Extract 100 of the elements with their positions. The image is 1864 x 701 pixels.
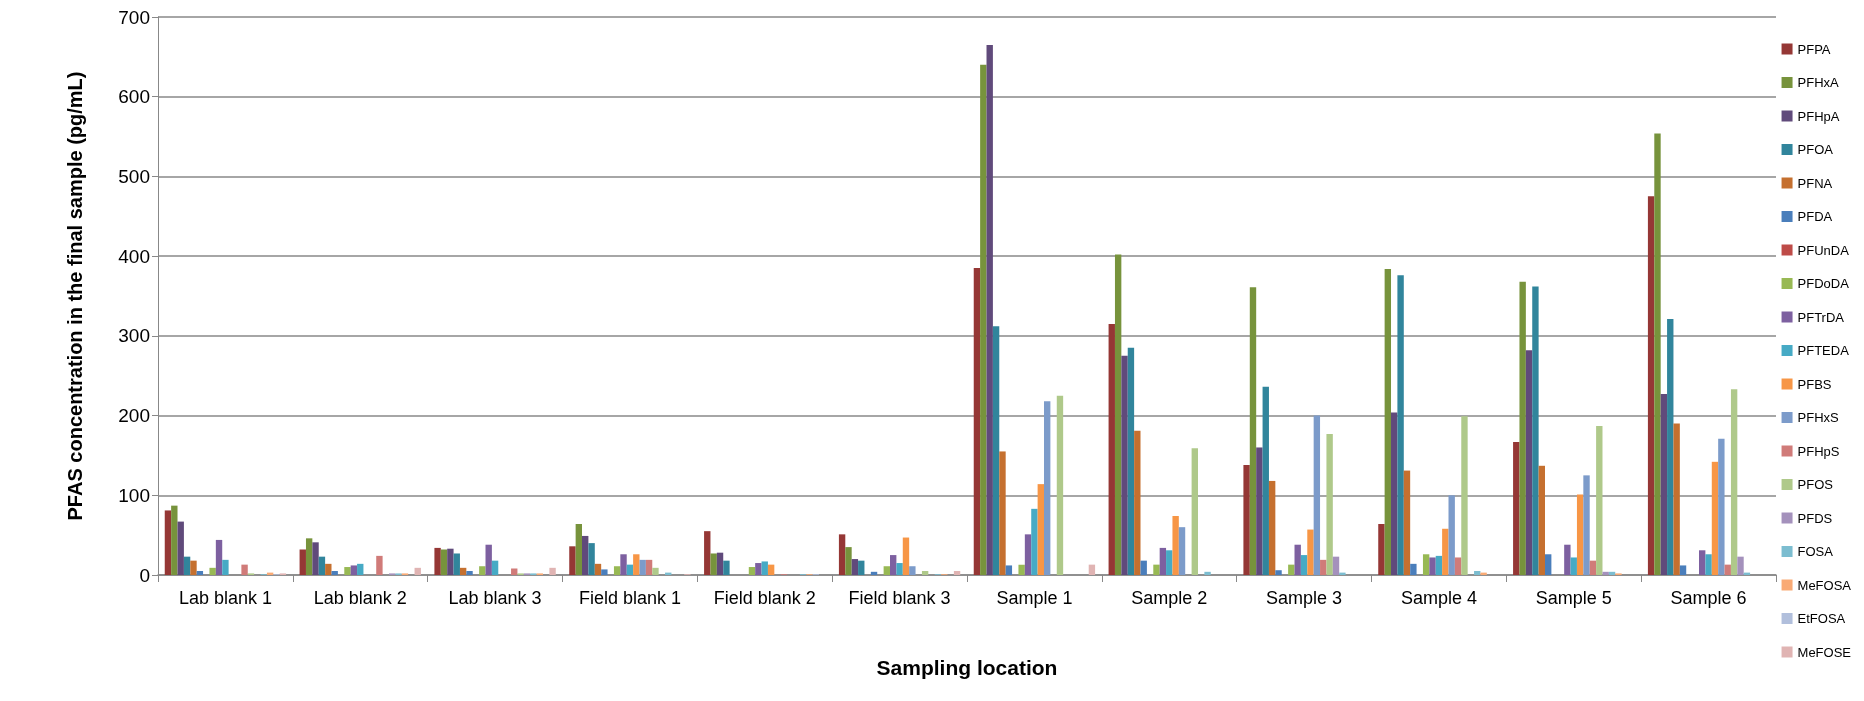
bar [1442,528,1449,575]
bar [164,510,172,575]
bar [1384,268,1392,575]
bar [1480,572,1487,575]
bar [1519,281,1526,575]
bar [1724,564,1731,575]
bar [1332,556,1340,575]
bar [569,546,576,575]
y-tick-label: 100 [118,484,150,506]
y-tick-label: 300 [118,325,150,347]
legend-label: PFHpA [1797,108,1840,124]
bar [1127,347,1135,575]
bar [1108,323,1115,575]
bar [1249,287,1257,575]
bar [845,547,852,575]
bar [241,564,248,575]
bar [312,542,319,575]
legend-label: MeFOSA [1797,577,1852,593]
bar [620,554,627,575]
bar [767,564,775,575]
bar [1005,565,1013,575]
legend-label: PFDS [1797,510,1833,526]
bar [344,567,351,575]
bar [1730,389,1738,575]
y-tick-label: 400 [118,245,150,267]
bar [1159,547,1167,575]
bar [890,555,897,575]
bar [1031,508,1038,575]
legend-label: MeFOSE [1797,644,1852,660]
bar [1673,423,1680,575]
bar [1647,196,1655,575]
bar [652,567,659,575]
bar [1429,557,1436,575]
x-tick-label: Lab blank 2 [313,588,407,608]
bar [723,560,730,575]
bar [1018,564,1025,575]
bar [1268,480,1276,575]
bar [1532,286,1539,575]
x-tick-label: Lab blank 1 [178,588,272,608]
bar [183,556,191,575]
bar [434,547,441,575]
bar [1435,555,1443,575]
bar [902,537,910,575]
bar [921,571,929,575]
legend-label: PFDA [1797,209,1833,224]
bar [1608,571,1616,575]
bar [491,560,499,575]
x-tick-label: Sample 1 [996,588,1073,608]
bar [710,553,717,575]
bar [1699,550,1706,575]
legend-label: PFHpS [1797,443,1840,459]
bar [582,535,589,575]
bar [909,566,916,575]
legend-label: FOSA [1797,544,1834,559]
bar [1737,556,1744,575]
bar [858,560,865,575]
bar [376,555,383,575]
bar [594,563,602,575]
bar [870,571,878,575]
bar [748,567,756,575]
bar [1461,416,1468,575]
bar [1397,275,1404,575]
bar [1564,544,1571,575]
y-axis-title: PFAS concentration in the final sample (pg/mL) [64,71,86,521]
bar [196,571,204,575]
bar [1654,133,1661,575]
bar [626,564,634,575]
bar [440,549,448,575]
bar [1570,557,1577,575]
y-tick-label: 600 [118,86,150,108]
bar [575,523,583,575]
bar [1339,572,1346,575]
bar [1525,350,1533,575]
bar [1679,565,1687,575]
legend-label: PFOS [1797,477,1834,492]
bar [704,531,711,575]
legend-label: PFDoDA [1797,276,1850,291]
bar [177,521,184,575]
bar [1320,559,1327,575]
bar [1545,554,1552,575]
bar [1140,560,1147,575]
bar [447,548,454,575]
bar [1153,564,1160,575]
bar [1667,319,1674,575]
bar [414,567,421,575]
bar [1576,494,1584,575]
bar [716,552,724,575]
x-tick-label: Sample 4 [1400,588,1477,608]
y-tick-label: 0 [139,564,150,586]
bar [1191,448,1198,575]
bar [755,563,762,575]
bar [1300,555,1308,575]
bar [1660,394,1668,575]
bar [1288,564,1295,575]
bar [1589,560,1597,575]
bar [588,543,595,575]
bar [1166,550,1173,575]
bar [883,566,890,575]
bar [1718,438,1725,575]
bar [633,554,640,575]
